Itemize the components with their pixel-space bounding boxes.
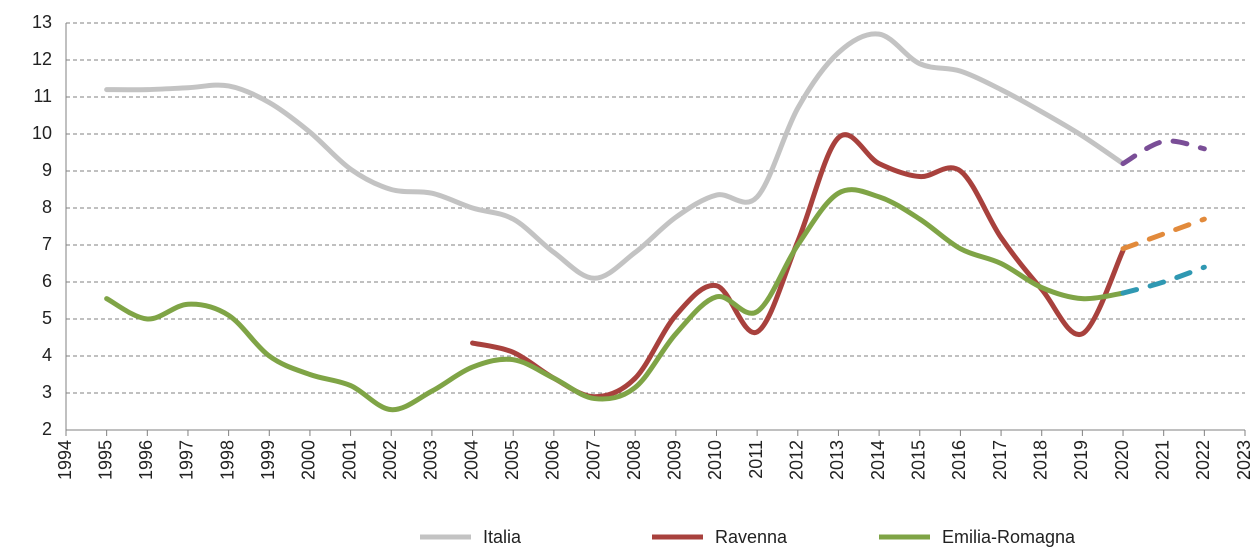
x-tick-label: 2003 (421, 440, 441, 480)
x-tick-label: 2011 (746, 440, 766, 479)
x-tick-label: 2007 (583, 440, 603, 480)
x-tick-label: 2006 (543, 440, 563, 480)
series-line (104, 31, 1126, 281)
legend-label: Emilia-Romagna (942, 527, 1076, 547)
y-tick-label: 8 (42, 197, 52, 217)
y-tick-label: 6 (42, 271, 52, 291)
x-tick-label: 1998 (217, 440, 237, 480)
x-tick-label: 2017 (990, 440, 1010, 480)
x-tick-label: 2019 (1071, 440, 1091, 480)
x-tick-label: 2016 (949, 440, 969, 480)
x-tick-label: 2020 (1112, 440, 1132, 480)
x-tick-label: 1999 (258, 440, 278, 480)
x-tick-label: 2009 (665, 440, 685, 480)
x-tick-label: 2023 (1234, 440, 1254, 480)
x-tick-label: 2018 (1030, 440, 1050, 480)
x-tick-label: 2021 (1152, 440, 1172, 480)
y-tick-label: 4 (42, 345, 52, 365)
x-tick-label: 2000 (299, 440, 319, 480)
y-tick-label: 13 (32, 12, 52, 32)
x-tick-label: 2002 (380, 440, 400, 480)
x-tick-label: 2012 (787, 440, 807, 480)
x-tick-label: 1994 (55, 440, 75, 480)
x-tick-label: 2001 (339, 440, 359, 480)
x-tick-label: 2022 (1193, 440, 1213, 480)
x-tick-label: 2010 (705, 440, 725, 480)
y-tick-label: 11 (33, 86, 52, 106)
y-tick-label: 5 (42, 308, 52, 328)
y-tick-label: 3 (42, 382, 52, 402)
x-tick-label: 2014 (868, 440, 888, 480)
series-line (1120, 138, 1207, 167)
x-tick-label: 1995 (95, 440, 115, 480)
series-line (104, 187, 1126, 413)
x-tick-label: 1997 (177, 440, 197, 480)
y-tick-label: 12 (32, 49, 52, 69)
x-tick-label: 1996 (136, 440, 156, 480)
legend-label: Italia (483, 527, 522, 547)
x-tick-label: 2005 (502, 440, 522, 480)
x-tick-label: 2004 (461, 440, 481, 480)
legend-label: Ravenna (715, 527, 788, 547)
x-tick-label: 2008 (624, 440, 644, 480)
y-tick-label: 7 (42, 234, 52, 254)
x-tick-label: 2013 (827, 440, 847, 480)
y-tick-label: 2 (42, 419, 52, 439)
series-line (1120, 264, 1207, 296)
series-line (1120, 216, 1207, 252)
x-tick-label: 2015 (909, 440, 929, 480)
y-tick-label: 10 (32, 123, 52, 143)
y-tick-label: 9 (42, 160, 52, 180)
